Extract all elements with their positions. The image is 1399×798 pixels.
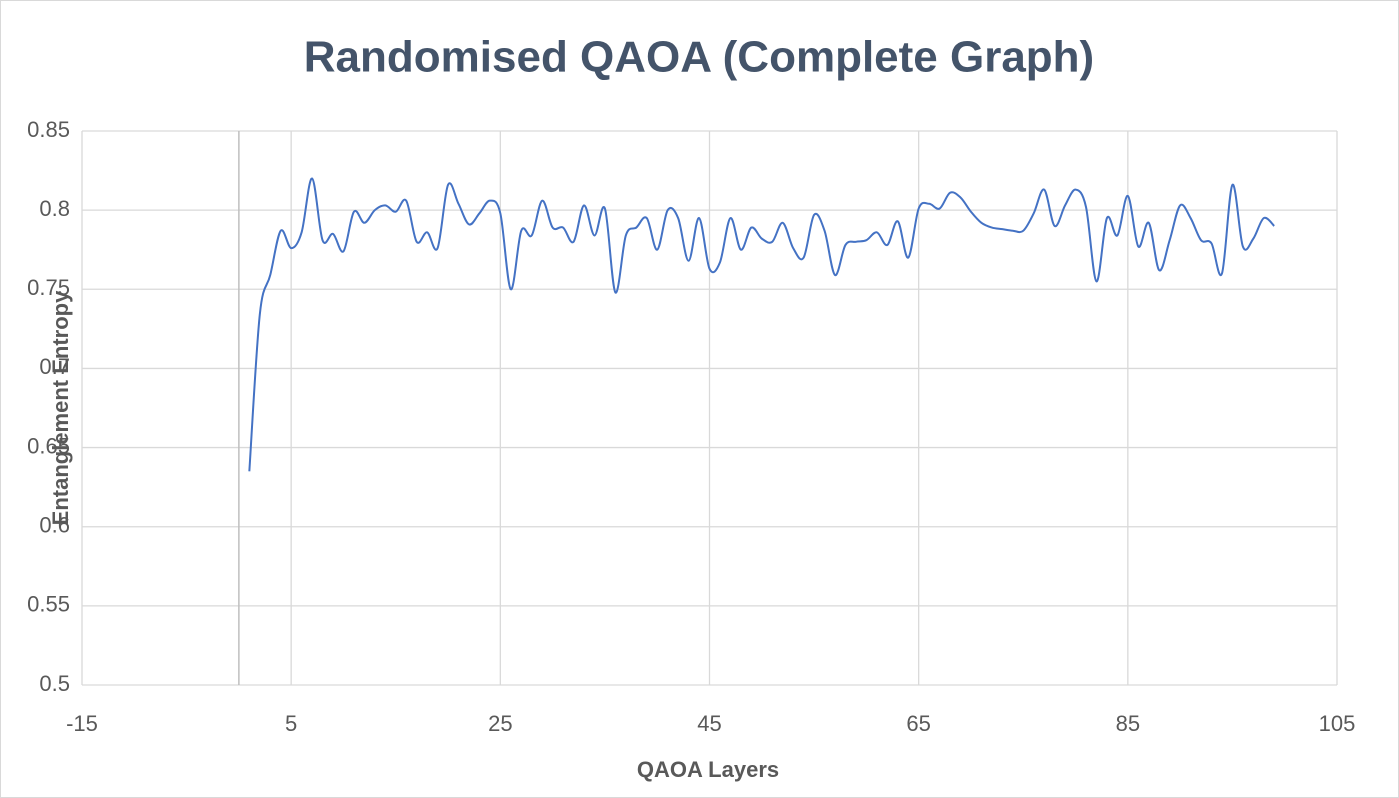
- y-tick-label: 0.85: [27, 117, 70, 142]
- x-tick-label: -15: [66, 711, 98, 736]
- y-tick-label: 0.75: [27, 275, 70, 300]
- y-tick-label: 0.8: [39, 196, 70, 221]
- x-tick-label: 85: [1116, 711, 1140, 736]
- x-axis-title: QAOA Layers: [637, 757, 779, 782]
- x-tick-label: 105: [1319, 711, 1356, 736]
- chart-title: Randomised QAOA (Complete Graph): [304, 33, 1094, 82]
- x-tick-label: 5: [285, 711, 297, 736]
- y-tick-label: 0.65: [27, 433, 70, 458]
- x-tick-label: 25: [488, 711, 512, 736]
- y-axis-title: Entanglement Entropy: [48, 290, 73, 525]
- y-tick-label: 0.7: [39, 354, 70, 379]
- y-tick-label: 0.5: [39, 671, 70, 696]
- y-tick-label: 0.55: [27, 592, 70, 617]
- x-tick-label: 45: [697, 711, 721, 736]
- x-tick-label: 65: [906, 711, 930, 736]
- y-tick-label: 0.6: [39, 513, 70, 538]
- data-line: [248, 177, 1275, 472]
